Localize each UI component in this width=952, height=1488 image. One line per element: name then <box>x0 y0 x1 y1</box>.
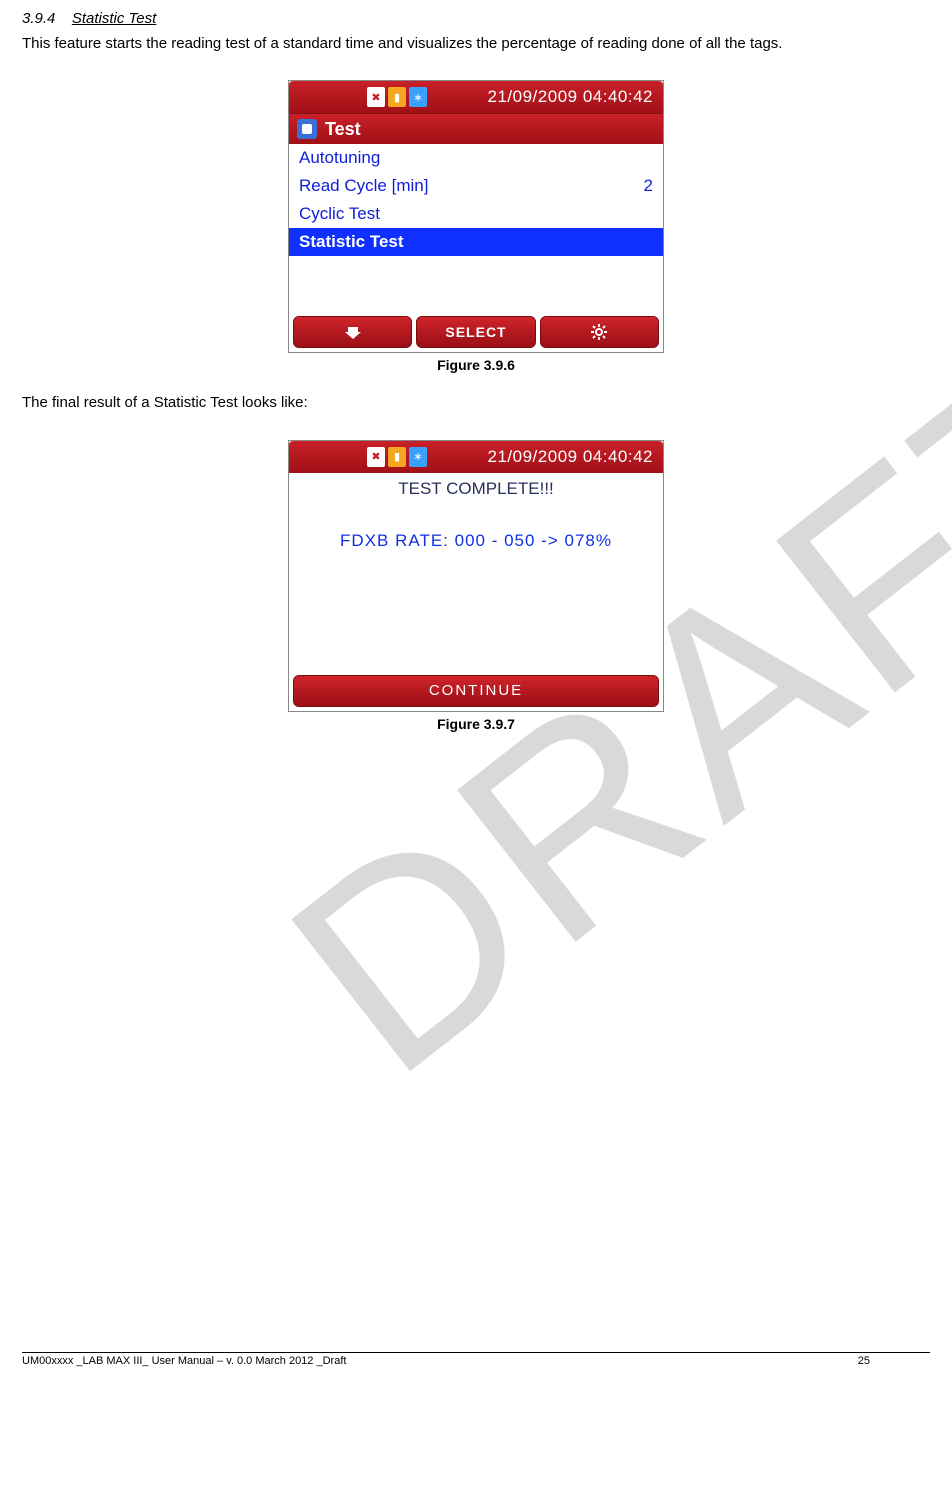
menu-item-statistic-test[interactable]: Statistic Test <box>289 228 663 256</box>
bluetooth-icon: ∗ <box>409 447 427 467</box>
section-heading: 3.9.4 Statistic Test <box>22 10 930 28</box>
menu-header-label: Test <box>325 119 361 140</box>
footer-left: UM00xxxx _LAB MAX III_ User Manual – v. … <box>22 1355 346 1367</box>
intro-paragraph: This feature starts the reading test of … <box>22 34 930 54</box>
status-bar: ✖ ▮ ∗ 21/09/2009 04:40:42 <box>289 81 663 113</box>
status-icons: ✖ ▮ ∗ <box>367 87 427 107</box>
section-number: 3.9.4 <box>22 10 55 27</box>
menu-item-read-cycle[interactable]: Read Cycle [min] 2 <box>289 172 663 200</box>
signal-icon: ✖ <box>367 447 385 467</box>
menu-filler <box>289 256 663 312</box>
softkey-select[interactable]: SELECT <box>416 316 535 348</box>
result-body: TEST COMPLETE!!! FDXB RATE: 000 - 050 ->… <box>289 473 663 671</box>
continue-button[interactable]: CONTINUE <box>293 675 659 707</box>
test-icon <box>297 119 317 139</box>
figure-2-caption: Figure 3.9.7 <box>22 716 930 732</box>
section-title: Statistic Test <box>72 10 156 27</box>
continue-bar: CONTINUE <box>289 671 663 711</box>
menu-header: Test <box>289 113 663 144</box>
menu-item-autotuning[interactable]: Autotuning <box>289 144 663 172</box>
page-footer: UM00xxxx _LAB MAX III_ User Manual – v. … <box>0 1353 952 1377</box>
device-screen-2: ✖ ▮ ∗ 21/09/2009 04:40:42 TEST COMPLETE!… <box>288 440 664 712</box>
menu-item-label: Cyclic Test <box>299 204 380 224</box>
status-icons: ✖ ▮ ∗ <box>367 447 427 467</box>
status-time: 21/09/2009 04:40:42 <box>488 447 657 467</box>
battery-icon: ▮ <box>388 447 406 467</box>
after-fig-text: The final result of a Statistic Test loo… <box>22 393 930 413</box>
result-complete-label: TEST COMPLETE!!! <box>299 479 653 499</box>
softkey-bar: SELECT <box>289 312 663 352</box>
battery-icon: ▮ <box>388 87 406 107</box>
menu-item-label: Statistic Test <box>299 232 404 252</box>
signal-icon: ✖ <box>367 87 385 107</box>
menu-item-label: Autotuning <box>299 148 380 168</box>
page-spacer <box>0 792 952 1352</box>
softkey-settings[interactable] <box>540 316 659 348</box>
footer-page: 25 <box>858 1355 870 1367</box>
menu-item-cyclic-test[interactable]: Cyclic Test <box>289 200 663 228</box>
page-body: 3.9.4 Statistic Test This feature starts… <box>0 0 952 792</box>
status-time: 21/09/2009 04:40:42 <box>488 87 657 107</box>
bluetooth-icon: ∗ <box>409 87 427 107</box>
figure-1: ✖ ▮ ∗ 21/09/2009 04:40:42 Test Autotunin… <box>22 80 930 373</box>
figure-2: ✖ ▮ ∗ 21/09/2009 04:40:42 TEST COMPLETE!… <box>22 440 930 732</box>
menu-item-label: Read Cycle [min] <box>299 176 428 196</box>
figure-1-caption: Figure 3.9.6 <box>22 357 930 373</box>
softkey-down[interactable] <box>293 316 412 348</box>
menu-list: Autotuning Read Cycle [min] 2 Cyclic Tes… <box>289 144 663 312</box>
status-bar: ✖ ▮ ∗ 21/09/2009 04:40:42 <box>289 441 663 473</box>
menu-item-value: 2 <box>644 176 653 196</box>
device-screen-1: ✖ ▮ ∗ 21/09/2009 04:40:42 Test Autotunin… <box>288 80 664 353</box>
result-rate-label: FDXB RATE: 000 - 050 -> 078% <box>299 531 653 551</box>
